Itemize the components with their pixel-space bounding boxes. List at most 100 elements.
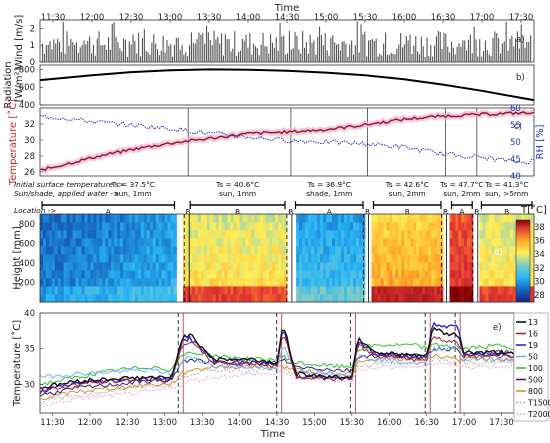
heatmap-cell	[63, 254, 68, 263]
heatmap-cell	[296, 230, 300, 239]
heatmap-cell	[167, 294, 171, 303]
wind-bar	[490, 56, 492, 62]
heatmap-cell	[263, 254, 267, 263]
heatmap-cell	[254, 214, 258, 223]
wind-bar	[409, 34, 411, 62]
heatmap-cell	[332, 214, 336, 223]
heatmap-cell	[78, 246, 82, 255]
heatmap-cell	[96, 246, 100, 255]
panel-b-ylabel-line2: [W/m²]	[14, 67, 25, 102]
heatmap-cell	[108, 238, 112, 247]
heatmap-cell	[155, 230, 160, 239]
phase-condition: sun, 2mm	[389, 189, 426, 198]
heatmap-cell	[485, 262, 489, 271]
panel-a-ytick: 0	[30, 58, 35, 68]
heatmap-cell	[398, 238, 402, 247]
heatmap-cell	[335, 262, 339, 271]
heatmap-cell	[191, 286, 196, 295]
wind-bar	[217, 36, 219, 62]
heatmap-cell	[248, 214, 252, 223]
heatmap-cell	[386, 214, 390, 223]
heatmap-cell	[111, 238, 115, 247]
heatmap-cell	[455, 246, 459, 255]
heatmap-cell	[281, 294, 285, 303]
wind-bar	[190, 32, 192, 62]
heatmap-cell	[506, 294, 511, 303]
heatmap-cell	[431, 246, 435, 255]
heatmap-cell	[359, 286, 363, 295]
heatmap-cell	[75, 230, 79, 239]
heatmap-cell	[407, 286, 411, 295]
wind-bar	[530, 35, 532, 62]
heatmap-cell	[126, 238, 130, 247]
heatmap-cell	[158, 214, 163, 223]
wind-bar	[432, 56, 434, 62]
wind-bar	[405, 36, 407, 62]
heatmap-cell	[278, 246, 282, 255]
heatmap-cell	[371, 230, 375, 239]
heatmap-cell	[353, 222, 357, 231]
heatmap-cell	[407, 222, 411, 231]
heatmap-cell	[344, 246, 348, 255]
heatmap-cell	[152, 230, 157, 239]
heatmap-cell	[254, 294, 258, 303]
heatmap-cell	[63, 230, 68, 239]
heatmap-cell	[470, 246, 474, 255]
wind-bar	[43, 53, 45, 62]
wind-bar	[368, 40, 370, 62]
heatmap-cell	[164, 230, 168, 239]
heatmap-cell	[149, 238, 154, 247]
wind-bar	[123, 38, 125, 62]
heatmap-cell	[323, 214, 327, 223]
heatmap-cell	[266, 230, 270, 239]
heatmap-cell	[386, 294, 390, 303]
wind-bar	[403, 44, 405, 62]
heatmap-cell	[57, 294, 62, 303]
heatmap-cell	[467, 270, 471, 279]
heatmap-cell	[72, 254, 76, 263]
heatmap-cell	[371, 278, 375, 287]
heatmap-cell	[54, 262, 59, 271]
wind-bar	[451, 41, 453, 62]
heatmap-cell	[242, 270, 246, 279]
heatmap-cell	[105, 214, 109, 223]
heatmap-cell	[410, 254, 414, 263]
heatmap-cell	[440, 214, 444, 223]
heatmap-cell	[437, 278, 441, 287]
panel-a: a) Wind [m/s] 012	[14, 15, 535, 69]
heatmap-cell	[347, 286, 351, 295]
wind-bar	[140, 56, 142, 62]
heatmap-cell	[152, 222, 157, 231]
heatmap-cell	[506, 278, 511, 287]
heatmap-cell	[470, 238, 474, 247]
heatmap-cell	[260, 238, 264, 247]
heatmap-cell	[117, 230, 121, 239]
wind-bar	[475, 39, 477, 62]
heatmap-cell	[491, 254, 495, 263]
heatmap-cell	[296, 254, 300, 263]
heatmap-cell	[419, 230, 423, 239]
panel-a-ytick: 1	[30, 41, 35, 51]
heatmap-cell	[197, 286, 202, 295]
heatmap-cell	[419, 222, 423, 231]
heatmap-cell	[186, 246, 190, 255]
heatmap-cell	[305, 238, 309, 247]
heatmap-cell	[43, 214, 47, 223]
heatmap-cell	[43, 270, 47, 279]
heatmap-cell	[102, 278, 106, 287]
heatmap-cell	[491, 246, 495, 255]
wind-bar	[102, 45, 104, 62]
heatmap-cell	[114, 262, 118, 271]
heatmap-cell	[135, 246, 139, 255]
heatmap-cell	[269, 278, 273, 287]
heatmap-cell	[425, 230, 429, 239]
heatmap-cell	[78, 270, 82, 279]
heatmap-cell	[428, 278, 432, 287]
heatmap-cell	[170, 222, 174, 231]
wind-bar	[443, 32, 445, 62]
heatmap-cell	[99, 222, 103, 231]
heatmap-cell	[221, 278, 225, 287]
heatmap-cell	[317, 254, 321, 263]
heatmap-cell	[335, 222, 339, 231]
